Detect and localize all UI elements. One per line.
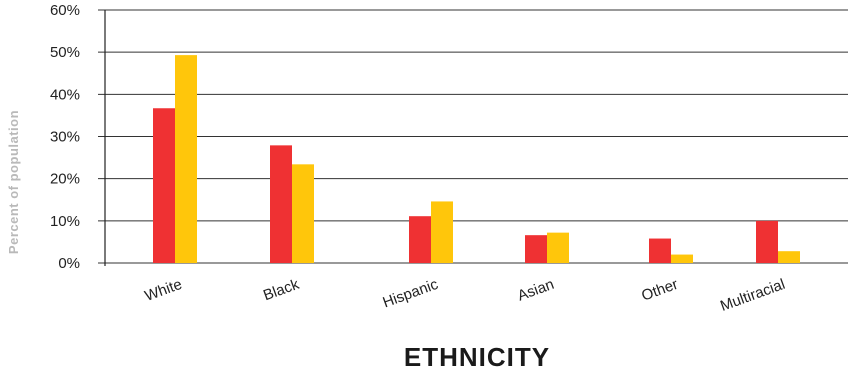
category-labels: White Black Hispanic Asian Other Multiracial [143,276,788,315]
bar-black-series-1 [270,145,292,263]
category-label-multiracial: Multiracial [718,276,787,315]
category-label-white: White [143,276,185,305]
gridlines [98,9,848,264]
bar-other-series-1 [649,238,671,263]
y-tick-label: 40% [50,86,80,103]
bar-hispanic-series-2 [431,201,453,263]
y-tick-labels: 0% 10% 20% 30% 40% 50% 60% [50,2,80,272]
category-label-black: Black [261,276,302,305]
y-tick-label: 50% [50,44,80,61]
y-axis-label: Percent of population [6,110,21,254]
y-tick-label: 0% [58,255,80,272]
bar-asian-series-2 [547,232,569,263]
category-label-hispanic: Hispanic [380,276,440,312]
bar-asian-series-1 [525,235,547,263]
x-axis-label: ETHNICITY [404,342,550,372]
category-label-other: Other [639,276,680,305]
bar-white-series-1 [153,108,175,263]
bar-multiracial-series-2 [778,251,800,263]
y-tick-label: 30% [50,129,80,146]
bar-white-series-2 [175,55,197,263]
bar-multiracial-series-1 [756,220,778,263]
y-tick-label: 60% [50,2,80,19]
bar-other-series-2 [671,254,693,263]
y-tick-label: 20% [50,171,80,188]
y-tick-label: 10% [50,213,80,230]
category-label-asian: Asian [515,276,556,305]
bar-black-series-2 [292,164,314,263]
bars [153,55,800,263]
bar-hispanic-series-1 [409,216,431,263]
